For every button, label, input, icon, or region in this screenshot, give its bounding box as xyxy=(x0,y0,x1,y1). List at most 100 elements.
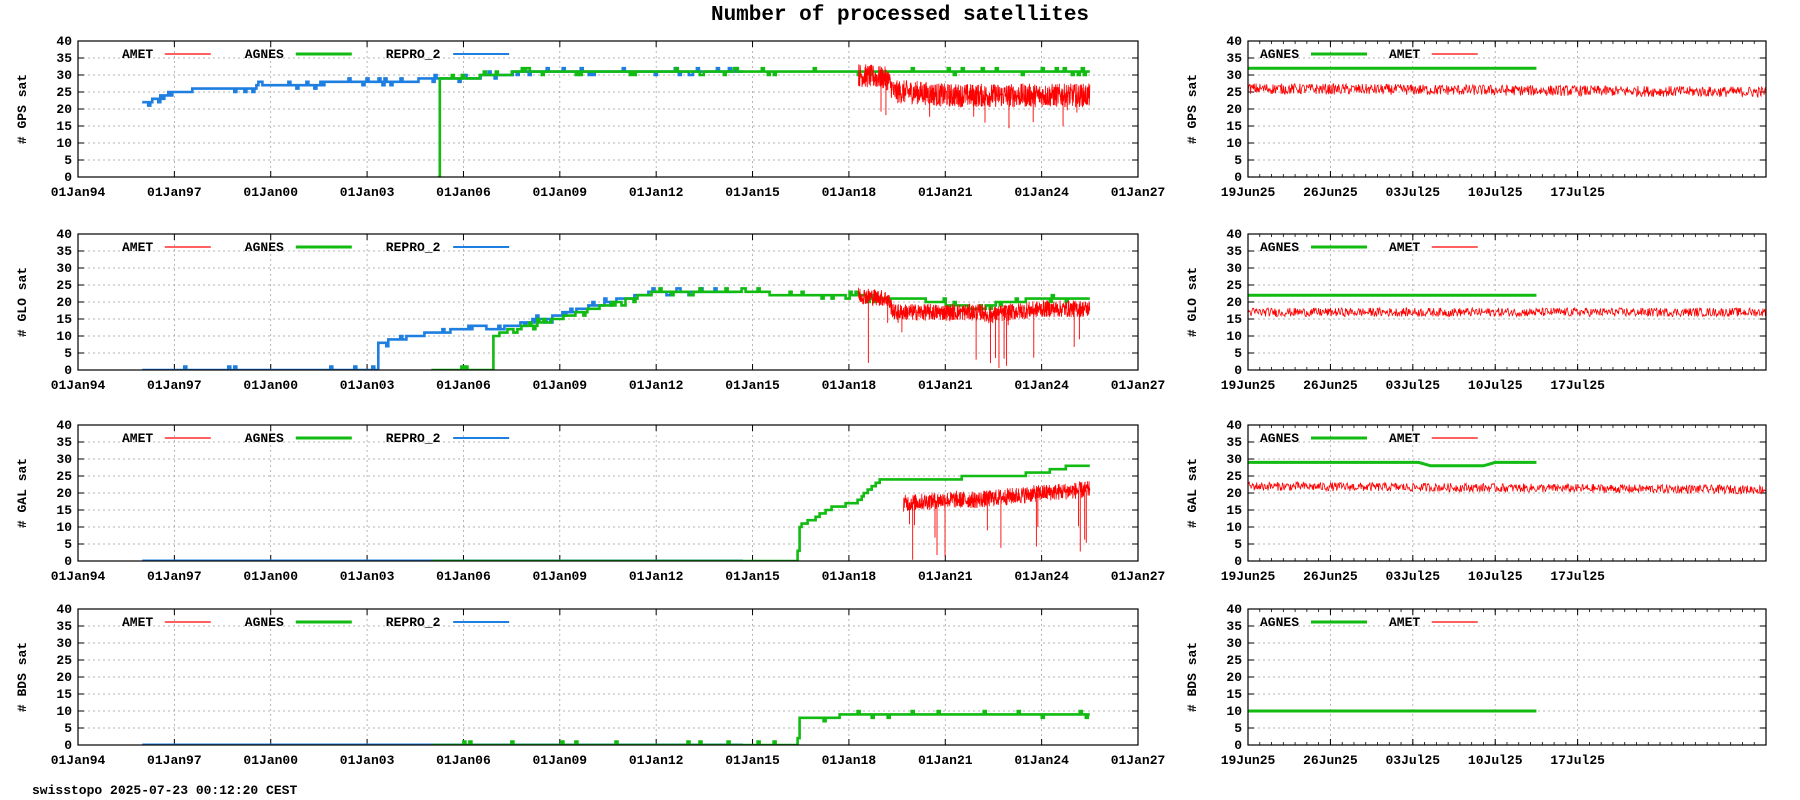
series-group xyxy=(142,464,1091,561)
panel-bdssat-short: 0 5 10 15 20 25 30 35 40 19Jun25 26Jun25 03Jul25 10J… xyxy=(1185,602,1767,768)
plot-frame xyxy=(77,424,1139,562)
panel-bdssat-long: 0 5 10 15 20 25 30 35 40 01Jan94 01Jan97 01Jan00 01J… xyxy=(15,602,1165,768)
series-line-amet xyxy=(903,481,1091,512)
y-tick-label: 20 xyxy=(1226,486,1242,501)
y-tick-label: 15 xyxy=(1226,687,1242,702)
y-tick-label: 30 xyxy=(1226,452,1242,467)
y-tick-label: 40 xyxy=(56,602,72,617)
plot-frame xyxy=(77,40,1139,178)
series-line-agnes xyxy=(1248,460,1537,468)
y-tick-label: 5 xyxy=(64,721,72,736)
y-tick-label: 10 xyxy=(56,329,72,344)
y-tick-label: 40 xyxy=(1226,227,1242,242)
legend-label-amet: AMET xyxy=(1389,240,1420,255)
legend: AMET AGNES REPRO_2 xyxy=(122,431,510,446)
x-tick-label: 01Jan03 xyxy=(340,569,395,584)
series-line-agnes xyxy=(431,287,1090,370)
y-tick-label: 20 xyxy=(56,295,72,310)
legend-label-amet: AMET xyxy=(1389,47,1420,62)
plot-frame xyxy=(1247,233,1767,371)
legend-label-repro_2: REPRO_2 xyxy=(386,615,441,630)
y-tick-label: 25 xyxy=(56,85,72,100)
x-tick-label: 01Jan27 xyxy=(1111,753,1166,768)
y-tick-label: 5 xyxy=(64,153,72,168)
y-tick-label: 10 xyxy=(56,704,72,719)
series-group xyxy=(142,287,1091,370)
x-tick-label: 01Jan24 xyxy=(1014,185,1069,200)
x-tick-label: 01Jan21 xyxy=(918,569,973,584)
x-tick-label: 01Jan06 xyxy=(436,753,491,768)
x-tick-label: 01Jan18 xyxy=(822,569,877,584)
y-tick-label: 25 xyxy=(56,278,72,293)
series-line-amet xyxy=(858,64,1091,108)
y-tick-label: 10 xyxy=(1226,520,1242,535)
y-tick-label: 5 xyxy=(1234,153,1242,168)
x-tick-label: 01Jan97 xyxy=(147,753,202,768)
panel-gpssat-long: 0 5 10 15 20 25 30 35 40 01Jan94 01Jan97 01Jan00 01J… xyxy=(15,34,1165,200)
y-tick-label: 25 xyxy=(56,653,72,668)
x-tick-label: 01Jan27 xyxy=(1111,378,1166,393)
y-tick-label: 30 xyxy=(56,68,72,83)
legend: AGNES AMET xyxy=(1260,47,1478,62)
y-tick-label: 20 xyxy=(56,670,72,685)
y-tick-label: 30 xyxy=(56,636,72,651)
x-tick-label: 01Jan06 xyxy=(436,185,491,200)
y-tick-label: 0 xyxy=(1234,738,1242,753)
y-tick-label: 30 xyxy=(1226,636,1242,651)
y-tick-label: 25 xyxy=(1226,278,1242,293)
x-tick-label: 01Jan09 xyxy=(533,185,588,200)
x-tick-label: 01Jan12 xyxy=(629,569,684,584)
footer-timestamp: swisstopo 2025-07-23 00:12:20 CEST xyxy=(32,783,298,798)
plot-frame xyxy=(77,608,1139,746)
y-tick-label: 35 xyxy=(1226,435,1242,450)
y-tick-label: 0 xyxy=(64,170,72,185)
y-axis-label: # GAL sat xyxy=(15,458,30,528)
legend-label-repro_2: REPRO_2 xyxy=(386,47,441,62)
x-tick-label: 01Jan00 xyxy=(243,185,298,200)
x-tick-label: 17Jul25 xyxy=(1550,378,1605,393)
x-tick-label: 01Jan00 xyxy=(243,378,298,393)
y-tick-label: 15 xyxy=(56,312,72,327)
series-group xyxy=(142,64,1091,177)
y-axis-label: # BDS sat xyxy=(15,642,30,712)
y-tick-label: 15 xyxy=(1226,503,1242,518)
y-tick-label: 0 xyxy=(1234,554,1242,569)
series-line-amet xyxy=(1248,480,1766,496)
y-tick-label: 15 xyxy=(56,687,72,702)
x-tick-label: 01Jan06 xyxy=(436,378,491,393)
y-tick-label: 35 xyxy=(56,435,72,450)
x-tick-label: 01Jan24 xyxy=(1014,753,1069,768)
series-group xyxy=(1248,460,1766,496)
x-tick-label: 01Jan94 xyxy=(51,185,106,200)
series-line-agnes xyxy=(431,464,1090,561)
y-axis-label: # GPS sat xyxy=(1185,74,1200,144)
y-axis-label: # GLO sat xyxy=(15,267,30,337)
y-tick-label: 5 xyxy=(64,537,72,552)
y-tick-label: 25 xyxy=(1226,653,1242,668)
series-line-amet xyxy=(1248,306,1766,319)
series-line-agnes xyxy=(437,66,1090,177)
y-tick-label: 40 xyxy=(56,34,72,49)
legend: AGNES AMET xyxy=(1260,431,1478,446)
y-tick-label: 0 xyxy=(1234,170,1242,185)
series-line-agnes xyxy=(431,709,1090,745)
y-tick-label: 20 xyxy=(1226,102,1242,117)
y-tick-label: 40 xyxy=(56,227,72,242)
legend-label-agnes: AGNES xyxy=(1260,431,1299,446)
x-tick-label: 01Jan00 xyxy=(243,753,298,768)
legend-label-agnes: AGNES xyxy=(245,615,284,630)
y-tick-label: 5 xyxy=(1234,346,1242,361)
x-tick-label: 01Jan18 xyxy=(822,378,877,393)
plot-frame xyxy=(1247,424,1767,562)
legend: AMET AGNES REPRO_2 xyxy=(122,240,510,255)
x-tick-label: 01Jan97 xyxy=(147,378,202,393)
x-tick-label: 03Jul25 xyxy=(1386,569,1441,584)
x-tick-label: 01Jan03 xyxy=(340,185,395,200)
y-tick-label: 35 xyxy=(1226,619,1242,634)
x-tick-label: 01Jan97 xyxy=(147,569,202,584)
y-tick-label: 20 xyxy=(1226,295,1242,310)
plot-frame xyxy=(1247,40,1767,178)
x-tick-label: 01Jan09 xyxy=(533,569,588,584)
x-tick-label: 03Jul25 xyxy=(1386,185,1441,200)
x-tick-label: 01Jan18 xyxy=(822,185,877,200)
